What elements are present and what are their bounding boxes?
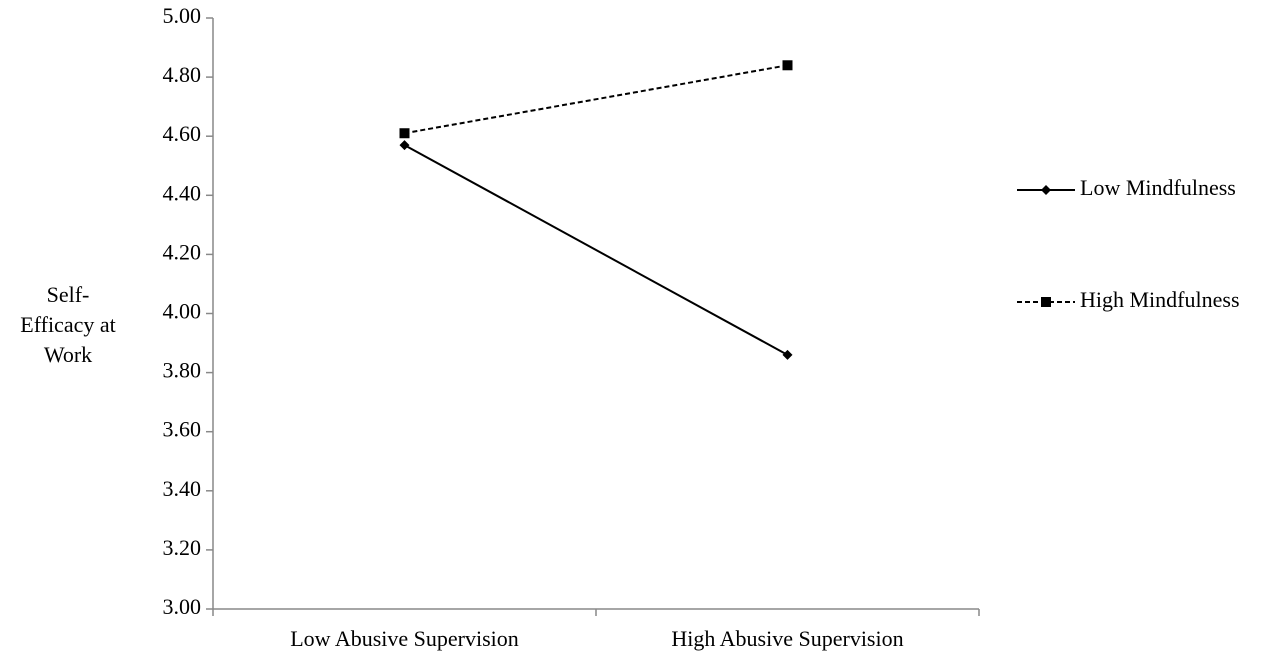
x-tick-label: High Abusive Supervision xyxy=(671,626,903,651)
y-tick-label: 4.40 xyxy=(163,180,202,205)
y-tick-label: 3.00 xyxy=(163,594,202,619)
series-line xyxy=(404,64,788,135)
legend-marker xyxy=(1041,185,1051,195)
series-line xyxy=(404,144,788,356)
data-point xyxy=(782,349,793,360)
y-axis-label: Work xyxy=(44,342,92,367)
legend-label: High Mindfulness xyxy=(1080,287,1240,312)
data-point xyxy=(782,60,793,71)
y-tick-label: 5.00 xyxy=(163,3,202,28)
y-tick-label: 3.20 xyxy=(163,535,202,560)
y-tick-label: 4.00 xyxy=(163,299,202,324)
y-tick-label: 3.40 xyxy=(163,476,202,501)
x-tick-label: Low Abusive Supervision xyxy=(290,626,519,651)
legend-marker xyxy=(1041,297,1051,307)
y-tick-label: 3.80 xyxy=(163,358,202,383)
y-axis-label: Self- xyxy=(47,282,90,307)
y-axis-label: Efficacy at xyxy=(20,312,115,337)
y-tick-label: 4.20 xyxy=(163,239,202,264)
y-tick-label: 4.60 xyxy=(163,121,202,146)
y-tick-label: 3.60 xyxy=(163,417,202,442)
data-point xyxy=(399,140,410,151)
y-tick-label: 4.80 xyxy=(163,62,202,87)
data-point xyxy=(399,128,410,139)
legend-label: Low Mindfulness xyxy=(1080,175,1236,200)
